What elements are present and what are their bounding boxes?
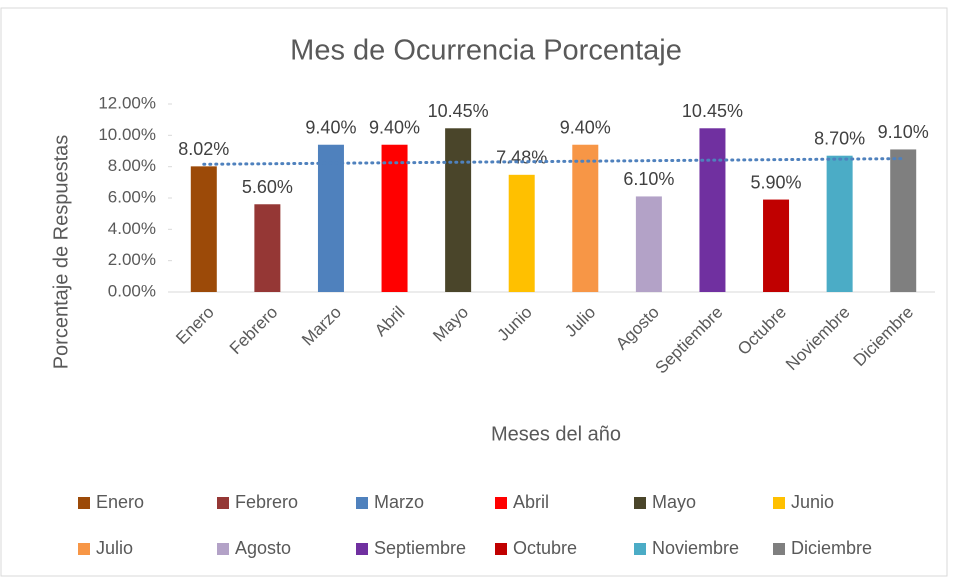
legend-label: Marzo bbox=[374, 492, 424, 512]
y-tick-label: 12.00% bbox=[98, 93, 156, 112]
legend-label: Febrero bbox=[235, 492, 298, 512]
legend-swatch bbox=[78, 543, 90, 555]
bar bbox=[254, 204, 281, 292]
legend-swatch bbox=[356, 497, 368, 509]
legend-swatch bbox=[773, 543, 785, 555]
value-label: 7.48% bbox=[496, 148, 547, 168]
legend-label: Enero bbox=[96, 492, 144, 512]
value-label: 10.45% bbox=[428, 101, 489, 121]
legend-label: Octubre bbox=[513, 538, 577, 558]
bar bbox=[699, 128, 726, 292]
x-axis-title: Meses del año bbox=[491, 423, 621, 445]
value-label: 5.90% bbox=[751, 172, 802, 192]
bar bbox=[763, 199, 790, 292]
bar bbox=[826, 155, 853, 292]
legend-label: Junio bbox=[791, 492, 834, 512]
legend-label: Mayo bbox=[652, 492, 696, 512]
bar bbox=[317, 144, 344, 292]
bar bbox=[890, 149, 917, 292]
legend-swatch bbox=[634, 497, 646, 509]
y-tick-label: 6.00% bbox=[108, 187, 156, 206]
chart-title: Mes de Ocurrencia Porcentaje bbox=[290, 35, 682, 67]
bar bbox=[381, 144, 408, 292]
trendline bbox=[202, 157, 905, 166]
bar bbox=[635, 196, 662, 292]
value-label: 9.10% bbox=[878, 122, 929, 142]
legend-swatch bbox=[217, 497, 229, 509]
bar bbox=[445, 128, 472, 292]
value-label: 8.02% bbox=[178, 139, 229, 159]
legend-swatch bbox=[495, 497, 507, 509]
y-tick-label: 10.00% bbox=[98, 125, 156, 144]
legend-label: Abril bbox=[513, 492, 549, 512]
legend-swatch bbox=[78, 497, 90, 509]
legend-label: Diciembre bbox=[791, 538, 872, 558]
y-axis-title: Porcentaje de Respuestas bbox=[50, 135, 72, 370]
y-tick-label: 0.00% bbox=[108, 281, 156, 300]
bar bbox=[572, 144, 599, 292]
legend-swatch bbox=[773, 497, 785, 509]
legend-swatch bbox=[356, 543, 368, 555]
legend-label: Noviembre bbox=[652, 538, 739, 558]
bar bbox=[190, 166, 217, 292]
y-tick-label: 8.00% bbox=[108, 156, 156, 175]
legend-swatch bbox=[634, 543, 646, 555]
value-label: 8.70% bbox=[814, 128, 865, 148]
value-label: 9.40% bbox=[560, 117, 611, 137]
legend-label: Agosto bbox=[235, 538, 291, 558]
legend-label: Septiembre bbox=[374, 538, 466, 558]
legend-label: Julio bbox=[96, 538, 133, 558]
legend-swatch bbox=[217, 543, 229, 555]
value-label: 5.60% bbox=[242, 177, 293, 197]
value-label: 10.45% bbox=[682, 101, 743, 121]
y-tick-label: 4.00% bbox=[108, 219, 156, 238]
value-label: 9.40% bbox=[369, 117, 420, 137]
legend-swatch bbox=[495, 543, 507, 555]
value-label: 6.10% bbox=[623, 169, 674, 189]
value-label: 9.40% bbox=[305, 117, 356, 137]
y-tick-label: 2.00% bbox=[108, 250, 156, 269]
bar bbox=[508, 174, 535, 292]
